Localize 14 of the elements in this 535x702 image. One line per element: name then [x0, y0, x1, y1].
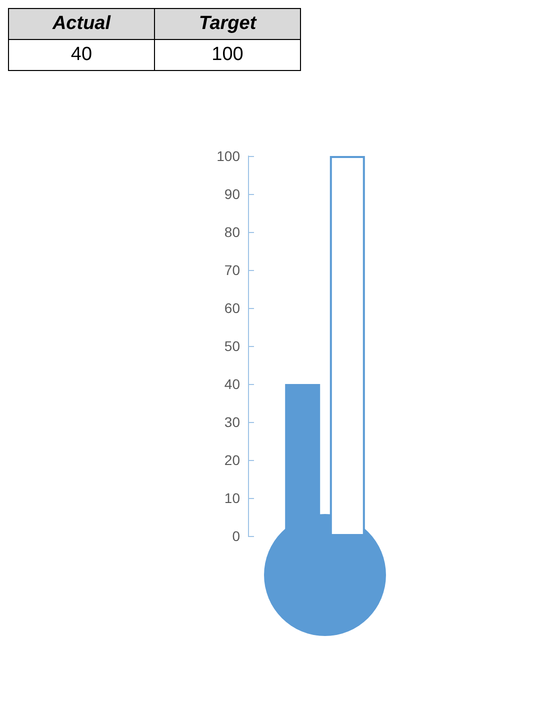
text: 40	[8, 40, 154, 70]
y-tick-label: 70	[224, 262, 240, 278]
y-tick-label: 30	[224, 414, 240, 430]
text: Actual	[8, 8, 154, 40]
y-tick-label: 100	[216, 148, 240, 164]
y-tick-label: 10	[224, 490, 240, 506]
y-tick-label: 40	[224, 376, 240, 392]
y-tick-label: 20	[224, 452, 240, 468]
y-tick-label: 90	[224, 186, 240, 202]
y-tick-label: 0	[232, 528, 240, 544]
y-tick-label: 50	[224, 338, 240, 354]
y-tick-label: 60	[224, 300, 240, 316]
text: Target	[154, 8, 300, 40]
y-tick-label: 80	[224, 224, 240, 240]
